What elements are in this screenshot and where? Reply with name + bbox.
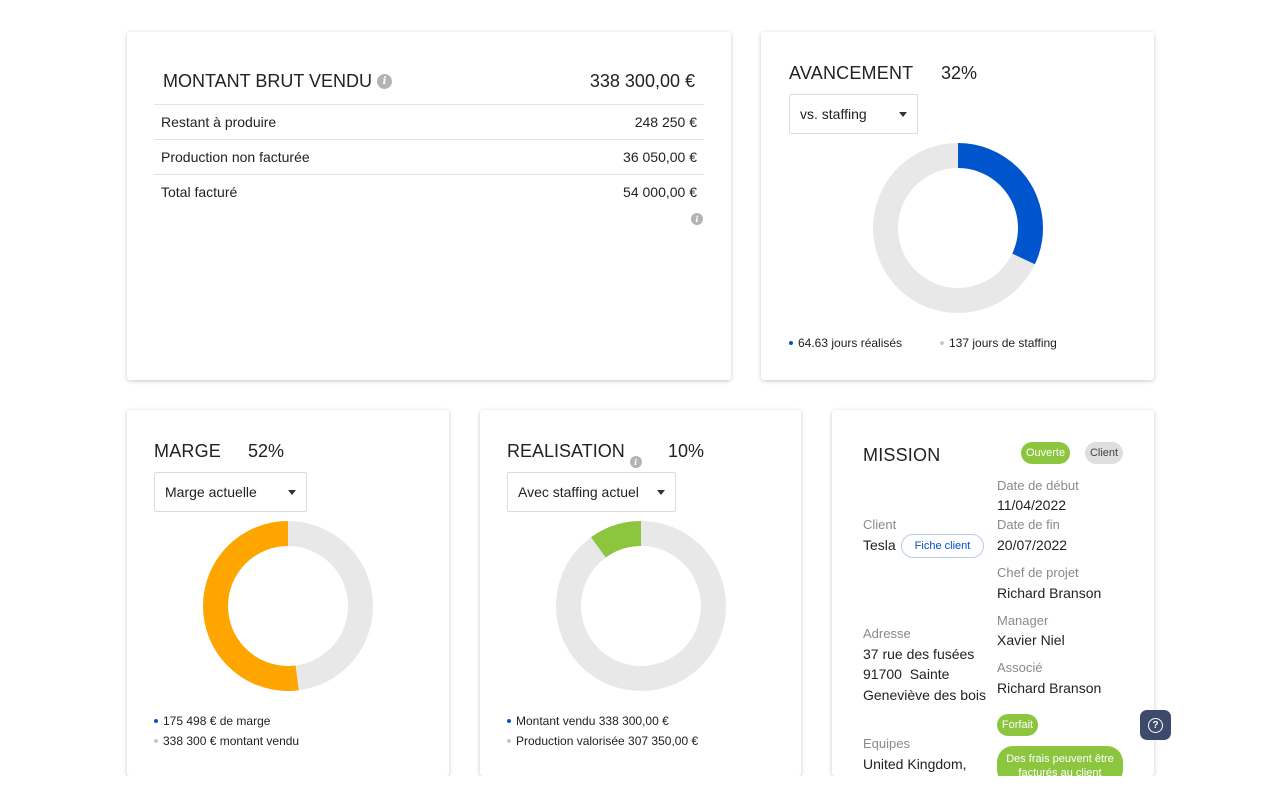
realisation-title: REALISATION — [507, 441, 625, 461]
help-button[interactable]: ? — [1140, 710, 1171, 740]
table-row: Restant à produire 248 250 € — [154, 104, 704, 139]
legend-valorisee: Production valorisée 307 350,00 € — [507, 734, 698, 748]
marge-percent: 52% — [248, 441, 285, 461]
fiche-client-button[interactable]: Fiche client — [901, 534, 984, 558]
caret-down-icon — [657, 489, 665, 495]
legend-text: 137 jours de staffing — [949, 336, 1057, 350]
mission-title: MISSION — [863, 445, 941, 465]
date-fin-value: 20/07/2022 — [997, 537, 1068, 553]
equipes-label: Equipes — [863, 736, 910, 751]
avancement-dropdown[interactable]: vs. staffing — [789, 94, 918, 134]
row-value: 248 250 € — [634, 114, 697, 130]
legend-dot-icon — [154, 738, 158, 743]
marge-card — [127, 410, 449, 776]
realisation-card — [480, 410, 801, 776]
table-row: Production non facturée 36 050,00 € — [154, 139, 704, 174]
legend-staffing: 137 jours de staffing — [940, 336, 1057, 350]
date-debut-label: Date de début — [997, 478, 1079, 493]
montant-title-wrap: MONTANT BRUT VENDU i — [163, 71, 393, 92]
info-icon[interactable]: i — [629, 456, 642, 468]
adresse-line1: 37 rue des fusées — [863, 646, 975, 662]
associe-value: Richard Branson — [997, 680, 1102, 696]
manager-value: Xavier Niel — [997, 632, 1065, 648]
dropdown-value: Marge actuelle — [165, 484, 257, 500]
marge-donut — [203, 521, 373, 691]
legend-text: Production valorisée 307 350,00 € — [516, 734, 699, 748]
row-label: Restant à produire — [161, 114, 277, 130]
row-label: Production non facturée — [161, 149, 310, 165]
avancement-title: AVANCEMENT — [789, 63, 914, 83]
chef-value: Richard Branson — [997, 585, 1102, 601]
avancement-donut — [873, 143, 1043, 313]
client-value: Tesla — [863, 537, 896, 553]
forfait-badge: Forfait — [997, 714, 1038, 736]
associe-label: Associé — [997, 660, 1043, 675]
marge-dropdown[interactable]: Marge actuelle — [154, 472, 307, 512]
bottom-mask — [0, 776, 1280, 800]
mission-card — [832, 410, 1154, 776]
avancement-card — [761, 32, 1154, 380]
legend-marge: 175 498 € de marge — [154, 714, 270, 728]
date-debut-value: 11/04/2022 — [997, 497, 1067, 513]
realisation-title-wrap: REALISATION i — [507, 441, 642, 468]
status-badge: Ouverte — [1021, 442, 1070, 464]
row-value: 36 050,00 € — [623, 149, 697, 165]
realisation-donut — [556, 521, 726, 691]
legend-done: 64.63 jours réalisés — [789, 336, 902, 350]
dropdown-value: vs. staffing — [800, 106, 867, 122]
row-label: Total facturé — [161, 184, 238, 200]
donut-progress — [556, 521, 726, 691]
donut-track — [556, 521, 726, 691]
adresse-line2: 91700 Sainte — [863, 666, 950, 682]
montant-title: MONTANT BRUT VENDU — [163, 71, 373, 91]
montant-total: 338 300,00 € — [589, 71, 695, 91]
table-row: Total facturé 54 000,00 € — [154, 174, 704, 209]
legend-text: 338 300 € montant vendu — [163, 734, 300, 748]
info-icon[interactable]: i — [377, 74, 393, 89]
legend-vendu: Montant vendu 338 300,00 € — [507, 714, 669, 728]
chef-label: Chef de projet — [997, 565, 1079, 580]
legend-dot-icon — [507, 738, 511, 743]
caret-down-icon — [899, 111, 907, 117]
date-fin-label: Date de fin — [997, 517, 1060, 532]
question-icon: ? — [1148, 717, 1163, 733]
legend-text: 175 498 € de marge — [163, 714, 271, 728]
legend-vendu: 338 300 € montant vendu — [154, 734, 299, 748]
realisation-percent: 10% — [668, 441, 705, 461]
legend-text: Montant vendu 338 300,00 € — [516, 714, 669, 728]
marge-title: MARGE — [154, 441, 222, 461]
adresse-label: Adresse — [863, 626, 911, 641]
donut-progress — [873, 143, 1043, 313]
dropdown-value: Avec staffing actuel — [518, 484, 639, 500]
row-value: 54 000,00 € — [623, 184, 697, 200]
legend-dot-icon — [154, 718, 158, 723]
type-badge: Client — [1085, 442, 1123, 464]
legend-dot-icon — [789, 340, 793, 345]
realisation-dropdown[interactable]: Avec staffing actuel — [507, 472, 676, 512]
montant-brut-card — [127, 32, 731, 380]
avancement-percent: 32% — [941, 63, 978, 83]
caret-down-icon — [288, 489, 296, 495]
legend-text: 64.63 jours réalisés — [798, 336, 903, 350]
donut-progress — [203, 521, 373, 691]
adresse-line3: Geneviève des bois — [863, 687, 986, 703]
legend-dot-icon — [507, 718, 511, 723]
equipes-value: United Kingdom, — [863, 756, 967, 772]
client-label: Client — [863, 517, 897, 532]
frais-line1: Des frais peuvent être — [1006, 753, 1114, 765]
info-icon[interactable]: i — [691, 213, 703, 225]
manager-label: Manager — [997, 613, 1049, 628]
legend-dot-icon — [940, 340, 944, 345]
